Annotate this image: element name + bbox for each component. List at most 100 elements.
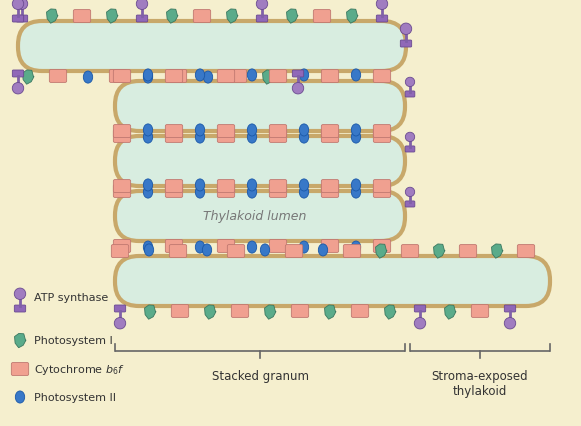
Polygon shape	[227, 10, 238, 24]
FancyBboxPatch shape	[321, 240, 339, 253]
Polygon shape	[346, 10, 358, 24]
Ellipse shape	[144, 242, 153, 253]
Ellipse shape	[248, 70, 257, 82]
Ellipse shape	[144, 245, 154, 256]
FancyBboxPatch shape	[217, 125, 235, 138]
FancyBboxPatch shape	[321, 180, 339, 193]
FancyBboxPatch shape	[270, 240, 286, 253]
FancyBboxPatch shape	[217, 180, 235, 193]
FancyBboxPatch shape	[113, 240, 131, 253]
FancyBboxPatch shape	[374, 70, 390, 83]
Text: Photosystem I: Photosystem I	[34, 335, 113, 345]
Ellipse shape	[195, 132, 205, 144]
Polygon shape	[286, 10, 298, 24]
Circle shape	[406, 133, 415, 142]
Circle shape	[15, 288, 26, 300]
Ellipse shape	[352, 125, 361, 137]
Polygon shape	[263, 71, 274, 85]
FancyBboxPatch shape	[169, 70, 187, 83]
Ellipse shape	[299, 242, 309, 253]
FancyBboxPatch shape	[16, 16, 28, 23]
FancyBboxPatch shape	[400, 41, 412, 48]
Polygon shape	[433, 245, 445, 259]
Polygon shape	[205, 305, 216, 320]
Polygon shape	[23, 71, 34, 85]
Circle shape	[406, 188, 415, 197]
Polygon shape	[264, 305, 276, 320]
Ellipse shape	[248, 187, 257, 199]
FancyBboxPatch shape	[113, 185, 131, 198]
Circle shape	[414, 318, 426, 329]
Polygon shape	[492, 245, 503, 259]
FancyBboxPatch shape	[270, 180, 286, 193]
FancyBboxPatch shape	[231, 305, 249, 318]
Ellipse shape	[144, 187, 153, 199]
Ellipse shape	[195, 242, 205, 253]
Text: Stroma-exposed
thylakoid: Stroma-exposed thylakoid	[432, 369, 528, 397]
FancyBboxPatch shape	[137, 16, 148, 23]
FancyBboxPatch shape	[460, 245, 476, 258]
FancyBboxPatch shape	[193, 11, 211, 23]
FancyBboxPatch shape	[471, 305, 489, 318]
Polygon shape	[15, 334, 26, 348]
FancyBboxPatch shape	[171, 305, 189, 318]
Ellipse shape	[195, 125, 205, 137]
FancyBboxPatch shape	[217, 70, 235, 83]
FancyBboxPatch shape	[18, 22, 406, 72]
FancyBboxPatch shape	[166, 180, 182, 193]
FancyBboxPatch shape	[374, 180, 390, 193]
Ellipse shape	[352, 242, 361, 253]
Ellipse shape	[260, 245, 270, 256]
FancyBboxPatch shape	[270, 125, 286, 138]
Circle shape	[400, 24, 412, 35]
FancyBboxPatch shape	[166, 70, 182, 83]
FancyBboxPatch shape	[405, 147, 415, 153]
FancyBboxPatch shape	[115, 256, 550, 306]
Ellipse shape	[299, 187, 309, 199]
FancyBboxPatch shape	[12, 363, 28, 376]
Text: Thylakoid lumen: Thylakoid lumen	[203, 210, 307, 223]
FancyBboxPatch shape	[115, 82, 405, 132]
Ellipse shape	[195, 187, 205, 199]
FancyBboxPatch shape	[504, 305, 516, 312]
Circle shape	[504, 318, 516, 329]
Ellipse shape	[203, 72, 213, 84]
Text: Photosystem II: Photosystem II	[34, 392, 116, 402]
FancyBboxPatch shape	[343, 245, 361, 258]
FancyBboxPatch shape	[49, 70, 67, 83]
FancyBboxPatch shape	[270, 185, 286, 198]
FancyBboxPatch shape	[517, 245, 535, 258]
FancyBboxPatch shape	[374, 185, 390, 198]
FancyBboxPatch shape	[229, 70, 247, 83]
Ellipse shape	[248, 242, 257, 253]
FancyBboxPatch shape	[115, 192, 405, 242]
FancyBboxPatch shape	[270, 130, 286, 143]
FancyBboxPatch shape	[414, 305, 426, 312]
Ellipse shape	[248, 132, 257, 144]
FancyBboxPatch shape	[321, 185, 339, 198]
FancyBboxPatch shape	[112, 245, 128, 258]
FancyBboxPatch shape	[374, 130, 390, 143]
Polygon shape	[325, 305, 336, 320]
FancyBboxPatch shape	[374, 240, 390, 253]
FancyBboxPatch shape	[227, 245, 245, 258]
FancyBboxPatch shape	[376, 16, 388, 23]
Ellipse shape	[248, 125, 257, 137]
Polygon shape	[444, 305, 456, 320]
Circle shape	[376, 0, 388, 11]
FancyBboxPatch shape	[12, 16, 24, 23]
FancyBboxPatch shape	[15, 305, 26, 312]
FancyBboxPatch shape	[374, 125, 390, 138]
FancyBboxPatch shape	[169, 245, 187, 258]
FancyBboxPatch shape	[217, 240, 235, 253]
FancyBboxPatch shape	[73, 11, 91, 23]
FancyBboxPatch shape	[256, 16, 268, 23]
Polygon shape	[145, 305, 156, 320]
FancyBboxPatch shape	[114, 305, 125, 312]
FancyBboxPatch shape	[12, 71, 24, 78]
Ellipse shape	[195, 179, 205, 192]
Text: ATP synthase: ATP synthase	[34, 292, 108, 302]
FancyBboxPatch shape	[405, 92, 415, 98]
FancyBboxPatch shape	[113, 130, 131, 143]
FancyBboxPatch shape	[321, 70, 339, 83]
